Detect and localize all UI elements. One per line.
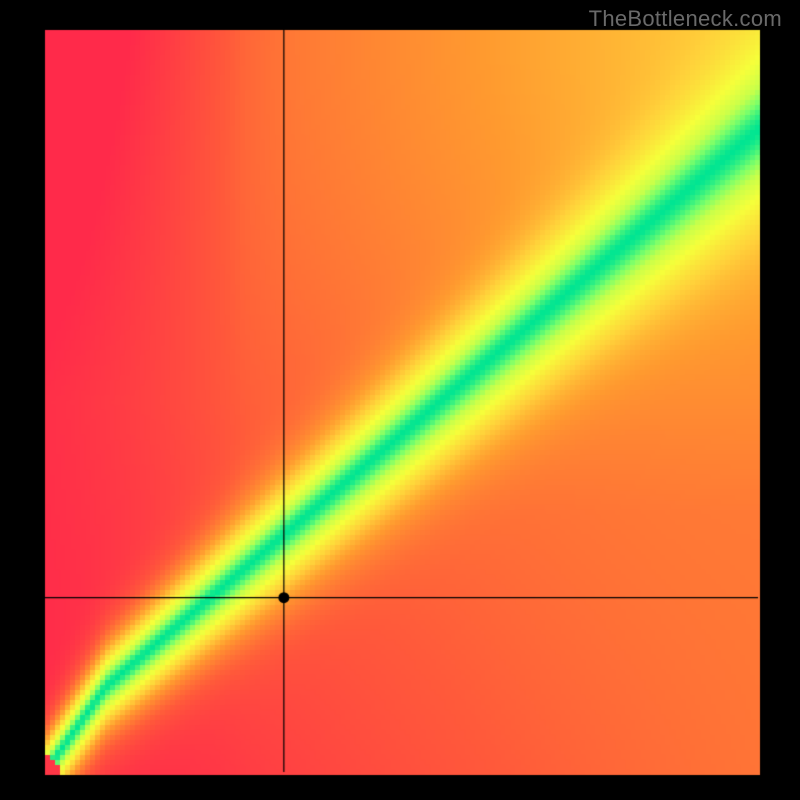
- heatmap-plot: [0, 0, 800, 800]
- watermark-text: TheBottleneck.com: [589, 6, 782, 32]
